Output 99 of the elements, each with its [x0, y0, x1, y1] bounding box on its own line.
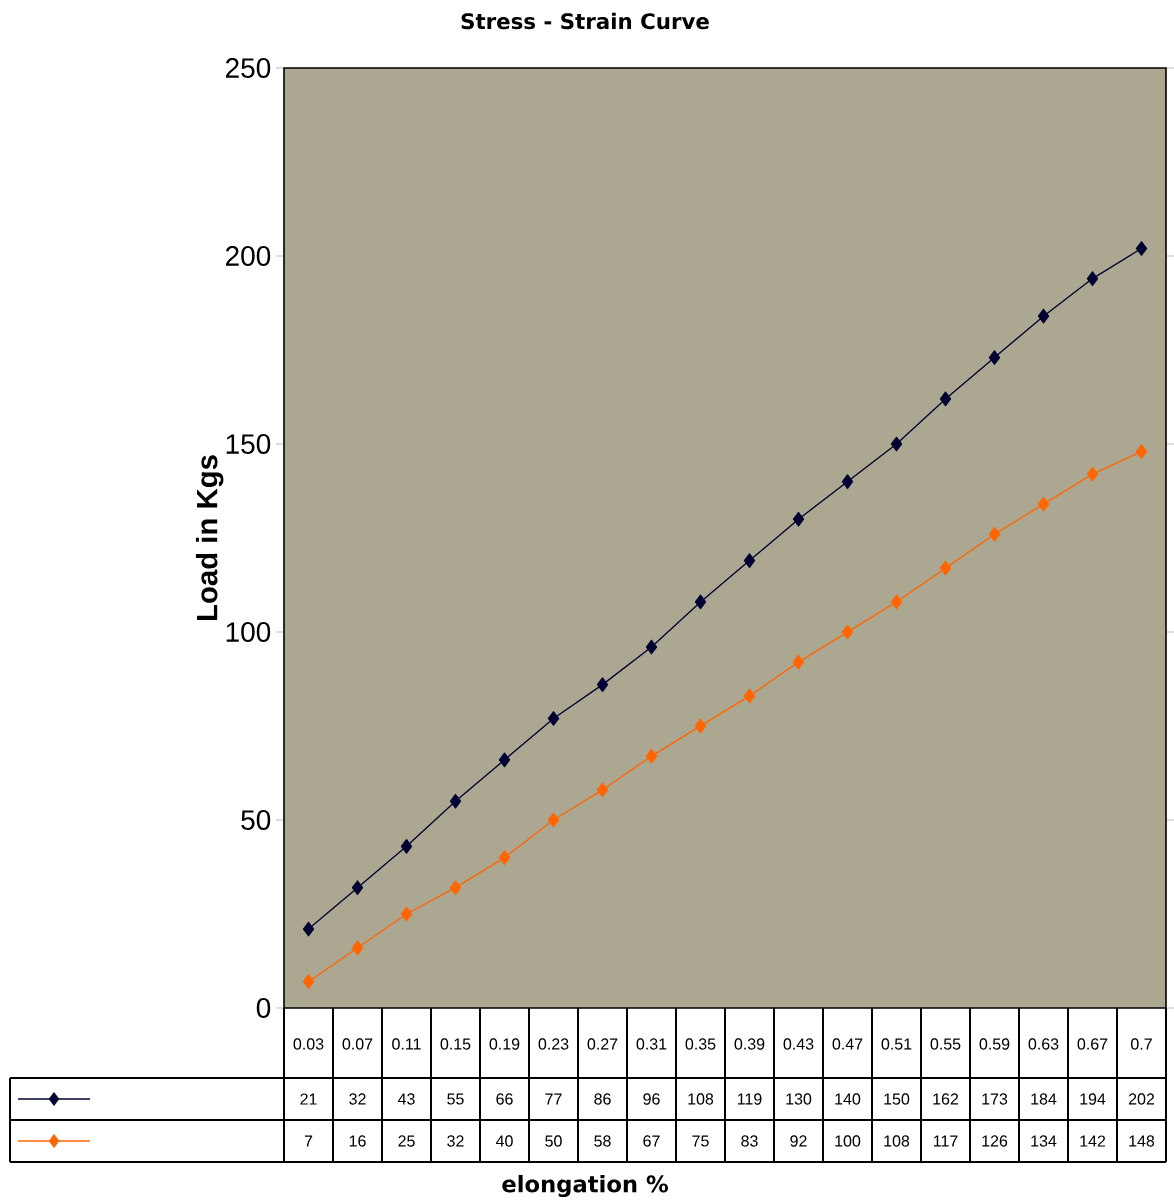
point	[841, 474, 854, 489]
point	[351, 880, 364, 896]
y-tick-label: 250	[225, 58, 271, 78]
data-label: 184	[1031, 1093, 1057, 1105]
data-label: 126	[982, 1135, 1008, 1147]
data-label: 92	[790, 1135, 807, 1147]
x-tick-label: 0.39	[734, 1038, 765, 1050]
y-tick-label: 100	[226, 622, 271, 642]
data-label: 75	[692, 1135, 709, 1147]
point	[351, 940, 364, 956]
x-tick-label: 0.35	[685, 1038, 716, 1050]
point	[547, 812, 560, 828]
x-tick-label: 0.51	[881, 1038, 912, 1050]
point	[939, 560, 952, 576]
data-label: 86	[594, 1093, 611, 1105]
point	[890, 594, 903, 610]
data-label: 194	[1080, 1093, 1106, 1105]
x-tick-label: 0.31	[636, 1038, 667, 1050]
point	[596, 677, 609, 692]
y-tick-label: 0	[256, 998, 271, 1018]
point	[645, 748, 658, 764]
point	[988, 526, 1001, 542]
point	[1037, 308, 1050, 324]
x-tick-label: 0.23	[538, 1038, 569, 1050]
y-tick-label: 200	[225, 246, 271, 266]
data-label: 173	[982, 1093, 1008, 1105]
data-label: 119	[737, 1093, 762, 1105]
point	[1086, 466, 1099, 482]
data-label: 202	[1128, 1093, 1154, 1105]
point	[400, 906, 413, 922]
data-label: 150	[884, 1093, 910, 1105]
x-tick-label: 0.43	[783, 1038, 814, 1050]
y-tick-label: 50	[241, 810, 271, 830]
point	[498, 752, 511, 768]
data-label: 130	[786, 1093, 812, 1105]
data-label: 108	[884, 1135, 910, 1147]
data-label: 162	[933, 1093, 958, 1105]
data-label: 77	[545, 1093, 562, 1105]
data-label: 25	[398, 1135, 415, 1147]
data-label: 100	[835, 1135, 861, 1147]
data-label: 140	[835, 1093, 861, 1105]
point	[449, 793, 462, 809]
point	[988, 350, 1001, 365]
point	[1037, 496, 1050, 512]
data-label: 58	[594, 1135, 611, 1147]
text: elongation %	[502, 1174, 668, 1198]
point	[645, 639, 658, 655]
point	[743, 553, 756, 568]
data-label: 7	[304, 1135, 313, 1147]
point	[890, 436, 903, 452]
data-label: 148	[1129, 1135, 1155, 1147]
point	[449, 880, 462, 896]
point	[1086, 271, 1099, 286]
x-tick-label: 0.11	[392, 1038, 421, 1050]
data-label: 16	[349, 1135, 366, 1147]
data-label: 83	[741, 1135, 758, 1147]
data-label: 21	[300, 1093, 317, 1105]
x-tick-label: 0.59	[979, 1038, 1010, 1050]
chart-title: Stress - Strain Curve	[461, 12, 709, 30]
data-label: 134	[1031, 1135, 1057, 1147]
point	[1135, 444, 1148, 459]
point	[939, 391, 952, 407]
point	[302, 921, 315, 937]
x-tick-label: 0.67	[1077, 1038, 1108, 1050]
point	[498, 850, 511, 865]
data-label: 117	[933, 1135, 958, 1147]
x-tick-label: 0.15	[440, 1038, 471, 1050]
point	[1135, 241, 1148, 256]
data-label: 67	[643, 1135, 660, 1147]
x-tick-label: 0.55	[930, 1038, 961, 1050]
x-tick-label: 0.47	[832, 1038, 863, 1050]
data-label: 50	[545, 1135, 562, 1147]
y-tick-label: 150	[226, 434, 271, 454]
data-label: 66	[496, 1093, 513, 1105]
data-label: 55	[447, 1093, 464, 1105]
data-label: 32	[349, 1093, 366, 1105]
point	[792, 654, 805, 670]
point	[743, 688, 756, 704]
data-label: 40	[495, 1135, 513, 1147]
x-tick-label: 0.7	[1130, 1038, 1152, 1050]
data-label: 43	[397, 1093, 415, 1105]
x-tick-label: 0.07	[342, 1038, 373, 1050]
point	[792, 511, 805, 527]
point	[400, 838, 413, 854]
y-axis-title: Load in Kgs	[195, 455, 224, 620]
point	[841, 624, 854, 640]
point	[302, 974, 315, 990]
point	[596, 782, 609, 798]
data-label: 142	[1080, 1135, 1105, 1147]
point	[694, 594, 707, 610]
x-tick-label: 0.19	[489, 1038, 520, 1050]
x-tick-label: 0.03	[293, 1038, 324, 1050]
point	[547, 711, 560, 726]
data-label: 108	[688, 1093, 714, 1105]
data-label: 96	[643, 1093, 660, 1105]
x-tick-label: 0.63	[1028, 1038, 1059, 1050]
x-tick-label: 0.27	[587, 1038, 618, 1050]
data-label: 32	[447, 1135, 464, 1147]
point	[694, 718, 707, 734]
